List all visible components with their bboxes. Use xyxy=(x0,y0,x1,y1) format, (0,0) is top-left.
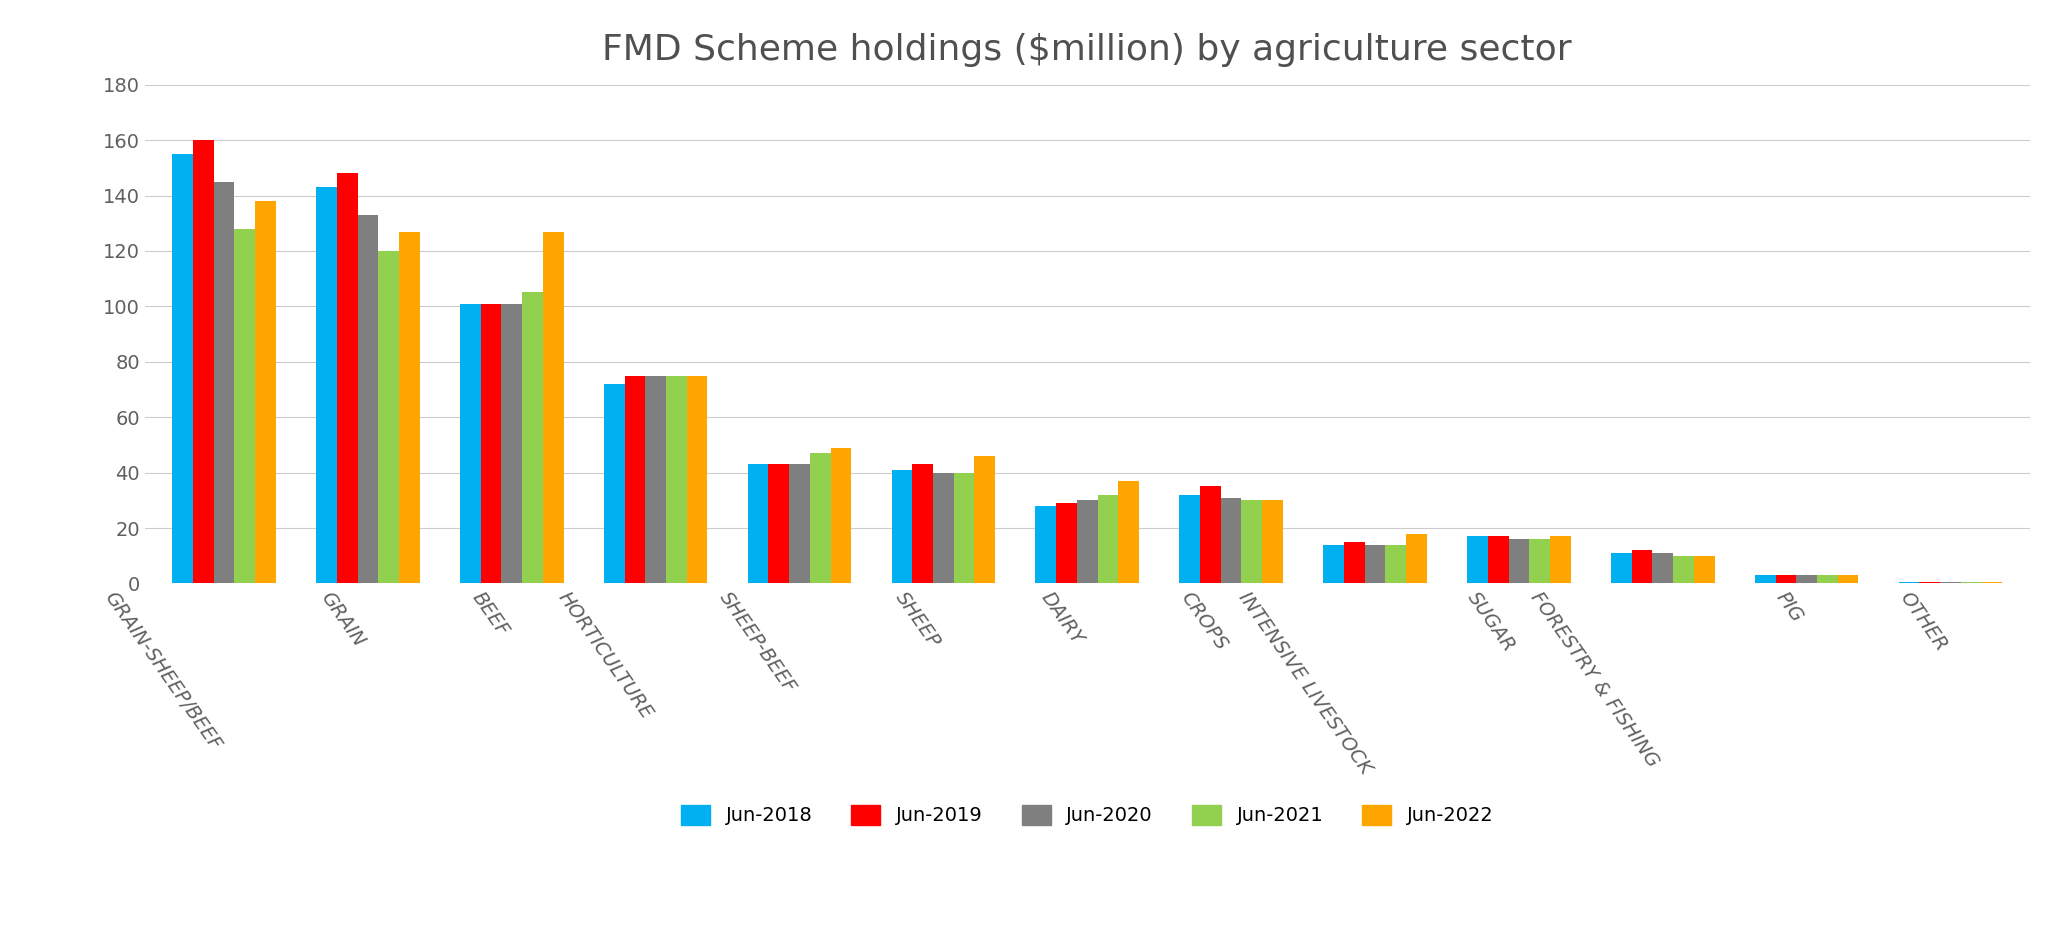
Bar xyxy=(1754,575,1775,583)
Bar xyxy=(1406,534,1427,583)
Bar xyxy=(1837,575,1858,583)
Bar xyxy=(975,456,996,583)
Bar xyxy=(1694,556,1715,583)
Bar xyxy=(234,229,255,583)
Bar xyxy=(810,454,830,583)
Bar xyxy=(625,375,646,583)
Bar xyxy=(1344,542,1365,583)
Bar xyxy=(1528,539,1549,583)
Legend: Jun-2018, Jun-2019, Jun-2020, Jun-2021, Jun-2022: Jun-2018, Jun-2019, Jun-2020, Jun-2021, … xyxy=(673,797,1501,833)
Bar xyxy=(460,304,480,583)
Title: FMD Scheme holdings ($million) by agriculture sector: FMD Scheme holdings ($million) by agricu… xyxy=(603,33,1572,67)
Bar xyxy=(1673,556,1694,583)
Bar xyxy=(1118,481,1139,583)
Bar xyxy=(1508,539,1528,583)
Bar xyxy=(1549,536,1570,583)
Bar xyxy=(1241,501,1261,583)
Bar xyxy=(480,304,501,583)
Bar xyxy=(688,375,708,583)
Bar xyxy=(1653,553,1673,583)
Bar xyxy=(1961,582,1982,583)
Bar xyxy=(913,464,934,583)
Bar xyxy=(748,464,768,583)
Bar xyxy=(646,375,667,583)
Bar xyxy=(1796,575,1816,583)
Bar xyxy=(255,201,275,583)
Bar xyxy=(893,470,913,583)
Bar xyxy=(1920,582,1941,583)
Bar xyxy=(768,464,789,583)
Bar xyxy=(605,384,625,583)
Bar xyxy=(1466,536,1487,583)
Bar xyxy=(522,293,543,583)
Bar xyxy=(1487,536,1508,583)
Bar xyxy=(1261,501,1282,583)
Bar xyxy=(1077,501,1098,583)
Bar xyxy=(400,231,420,583)
Bar xyxy=(1098,495,1118,583)
Bar xyxy=(338,173,358,583)
Bar xyxy=(172,154,193,583)
Bar xyxy=(1816,575,1837,583)
Bar xyxy=(789,464,810,583)
Bar xyxy=(934,472,955,583)
Bar xyxy=(543,231,563,583)
Bar xyxy=(1611,553,1632,583)
Bar xyxy=(1178,495,1199,583)
Bar xyxy=(667,375,688,583)
Bar xyxy=(1982,582,2003,583)
Bar xyxy=(193,140,213,583)
Bar xyxy=(1775,575,1796,583)
Bar xyxy=(1385,545,1406,583)
Bar xyxy=(1941,582,1961,583)
Bar xyxy=(1199,486,1220,583)
Bar xyxy=(317,187,338,583)
Bar xyxy=(501,304,522,583)
Bar xyxy=(213,182,234,583)
Bar xyxy=(1899,582,1920,583)
Bar xyxy=(358,215,379,583)
Bar xyxy=(1365,545,1385,583)
Bar xyxy=(1323,545,1344,583)
Bar xyxy=(379,251,400,583)
Bar xyxy=(1056,503,1077,583)
Bar xyxy=(1036,506,1056,583)
Bar xyxy=(830,448,851,583)
Bar xyxy=(955,472,975,583)
Bar xyxy=(1632,550,1653,583)
Bar xyxy=(1220,498,1241,583)
